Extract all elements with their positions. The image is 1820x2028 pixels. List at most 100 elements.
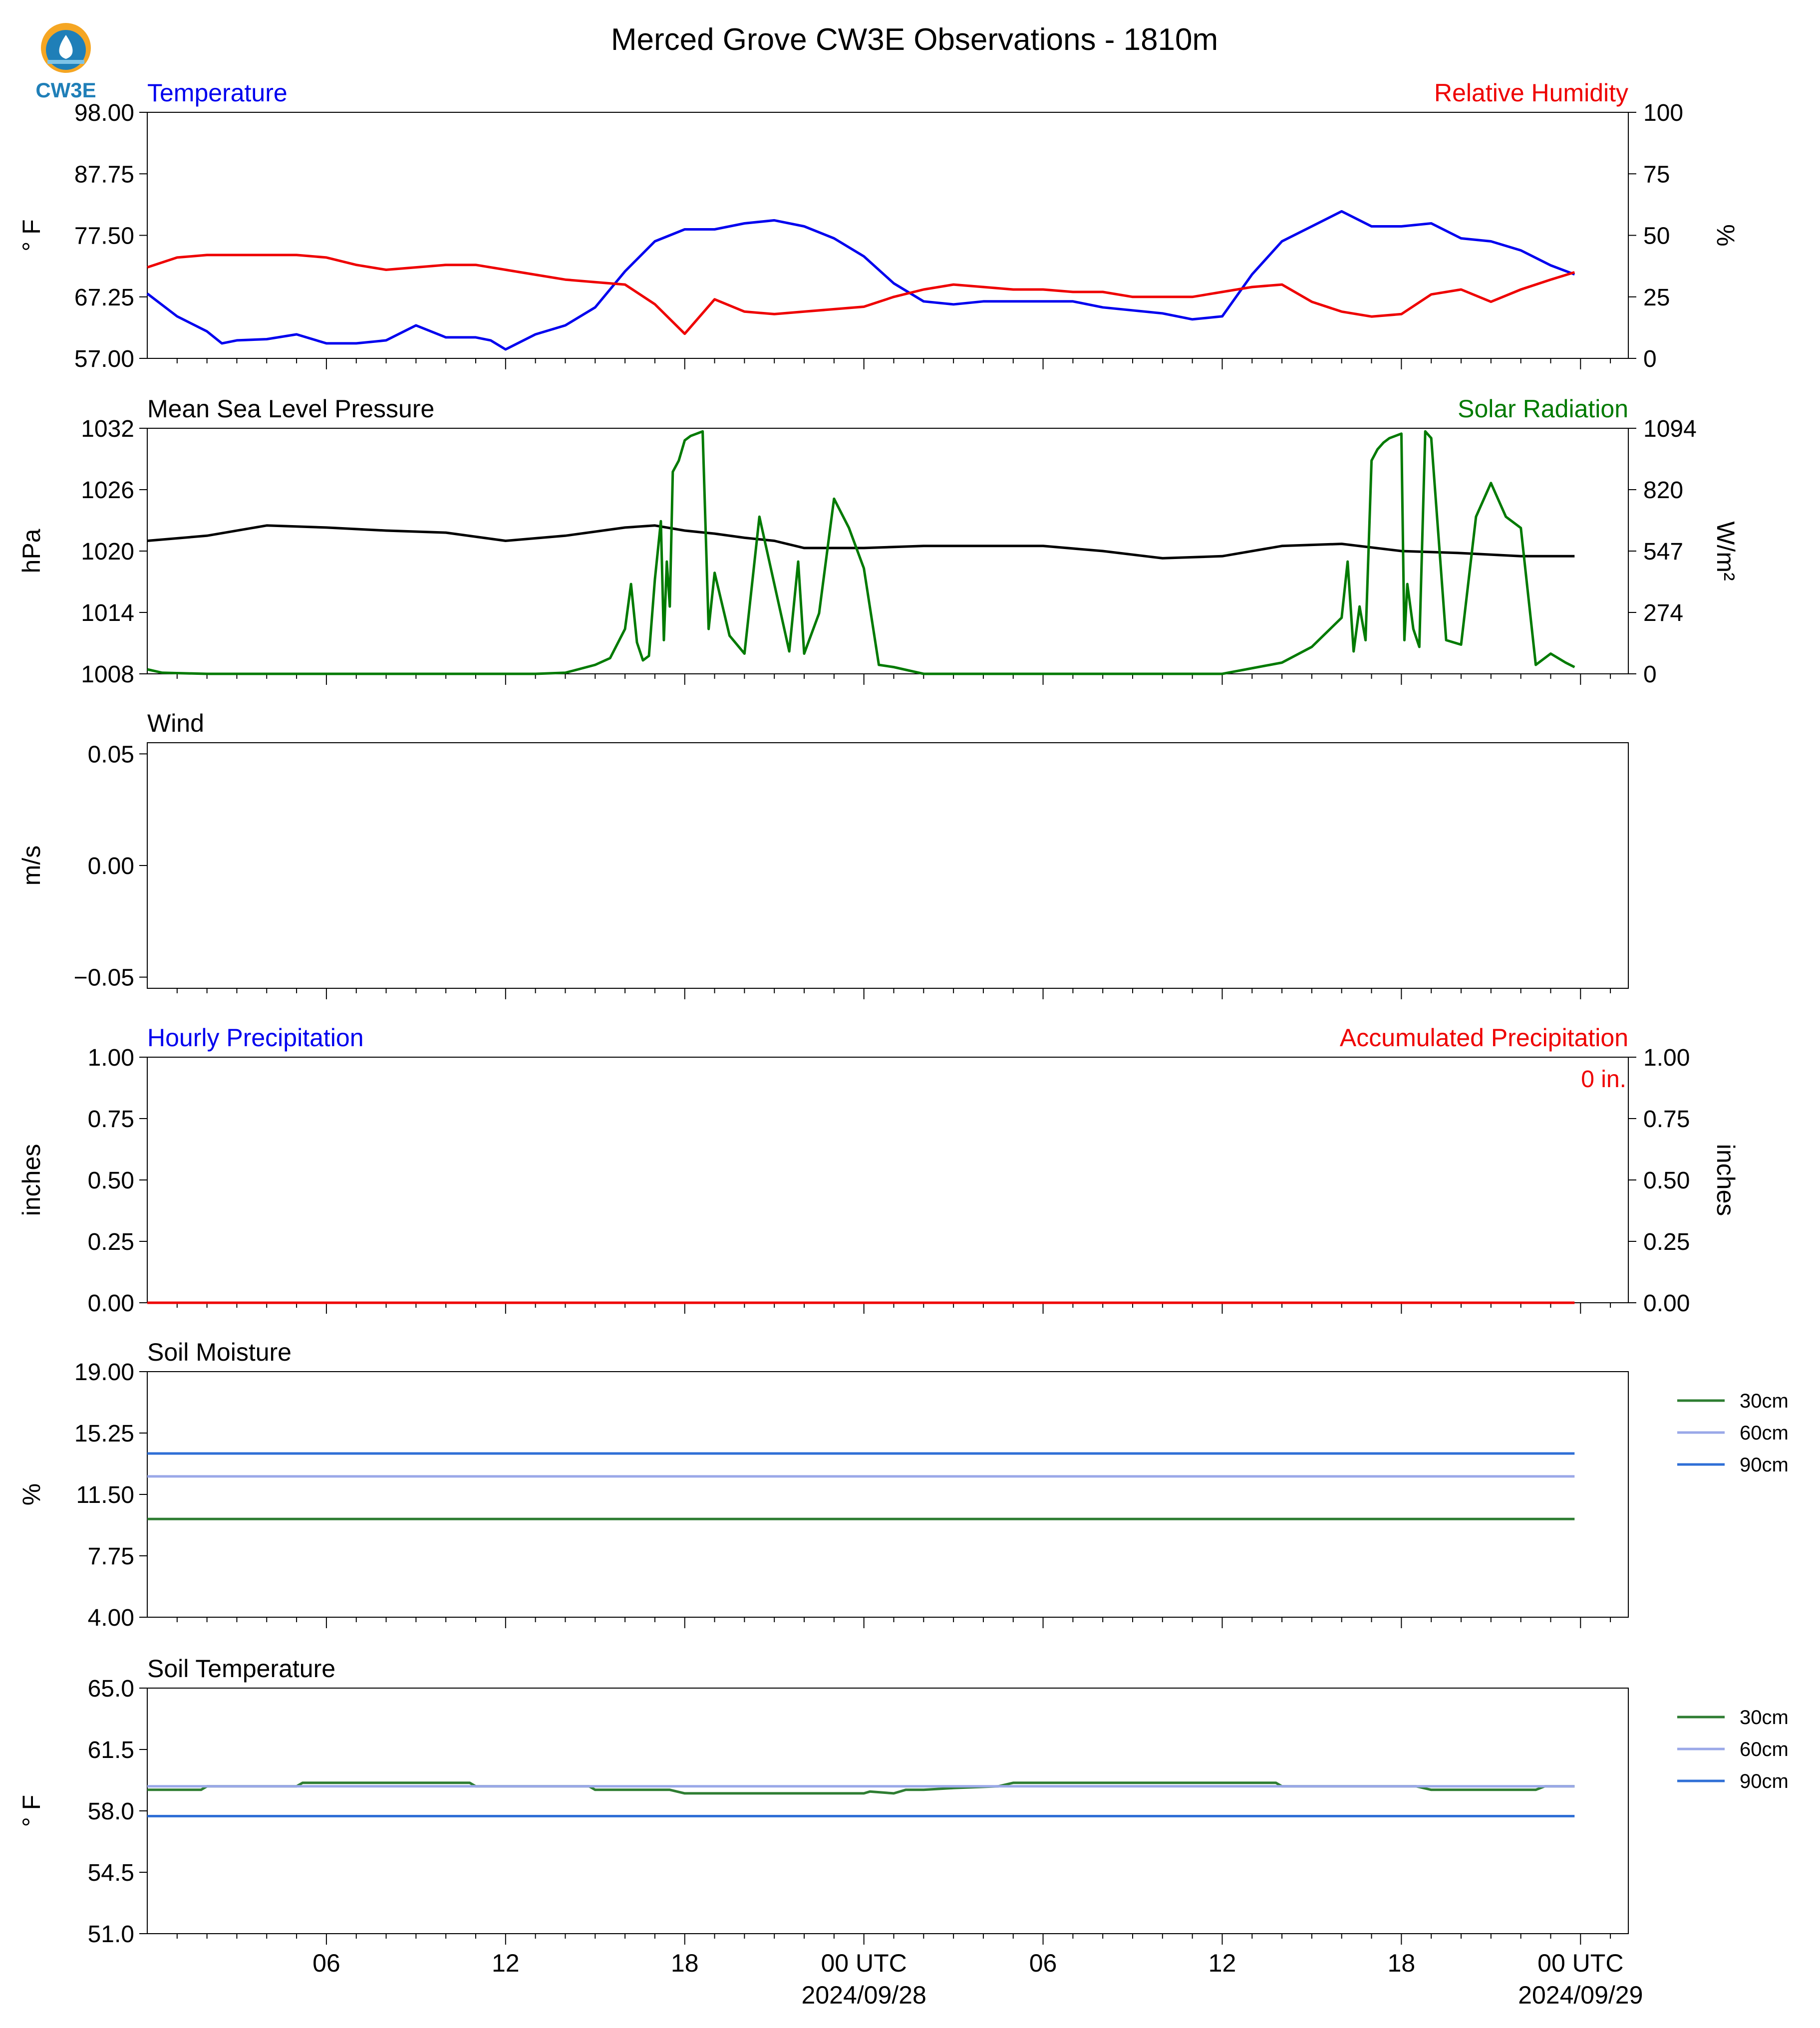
x-tick-label: 12: [492, 1949, 520, 1977]
legend-label: 90cm: [1740, 1454, 1789, 1476]
y-tick-label: 0.50: [88, 1167, 134, 1194]
y-axis-label: m/s: [17, 846, 45, 886]
chart-panels: 98.00 87.75 77.50 67.25 57.00 100 75 50 25 0 Tempe…: [17, 79, 1789, 2009]
y-tick-label: −0.05: [74, 965, 134, 991]
y-right-tick-label: 0: [1643, 346, 1657, 372]
panel-title-right: Accumulated Precipitation: [1340, 1024, 1628, 1052]
series-line-30cm: [147, 1781, 1575, 1795]
y-right-tick-label: 1.00: [1643, 1045, 1690, 1071]
y-right-tick-label: 100: [1643, 100, 1683, 126]
y-right-tick-label: 820: [1643, 477, 1683, 504]
y-tick-label: 1020: [81, 539, 134, 565]
y-right-tick-label: 0.75: [1643, 1106, 1690, 1133]
panel-title: Soil Temperature: [147, 1655, 335, 1683]
panel-title-right: Relative Humidity: [1434, 79, 1628, 107]
y-tick-label: 87.75: [74, 161, 134, 188]
x-tick-label: 00 UTC: [1537, 1949, 1623, 1977]
panel-title: Soil Moisture: [147, 1338, 292, 1366]
panel-soilt: 65.0 61.5 58.0 54.5 51.0 Soil Temperature ° F 3…: [17, 1655, 1789, 1948]
y-axis-label: ° F: [17, 1795, 45, 1827]
y-tick-label: 98.00: [74, 100, 134, 126]
y-axis-label-right: inches: [1712, 1144, 1740, 1216]
legend-label: 90cm: [1740, 1770, 1789, 1792]
panel-frame: [147, 1057, 1629, 1303]
y-tick-label: 54.5: [88, 1860, 134, 1886]
x-tick-label: 00 UTC: [821, 1949, 907, 1977]
y-tick-label: 19.00: [74, 1359, 134, 1386]
y-tick-label: 11.50: [76, 1482, 134, 1508]
y-tick-label: 67.25: [74, 285, 134, 311]
y-tick-label: 61.5: [88, 1737, 134, 1763]
y-tick-label: 4.00: [88, 1605, 134, 1631]
y-tick-label: 0.00: [88, 853, 134, 879]
y-right-tick-label: 0.50: [1643, 1167, 1690, 1194]
y-tick-label: 1.00: [88, 1045, 134, 1071]
x-tick-label: 18: [1388, 1949, 1416, 1977]
y-tick-label: 0.75: [88, 1106, 134, 1133]
y-right-tick-label: 50: [1643, 223, 1670, 250]
x-tick-label: 06: [1029, 1949, 1057, 1977]
series-line-0: [146, 210, 1575, 351]
panel-frame: [147, 112, 1629, 359]
y-tick-label: 58.0: [88, 1798, 134, 1825]
series-line-0: [147, 524, 1575, 560]
y-right-tick-label: 0.00: [1643, 1290, 1690, 1317]
x-date-label: 2024/09/29: [1518, 1981, 1643, 2009]
accumulated-total-label: 0 in.: [1581, 1066, 1626, 1093]
y-tick-label: 77.50: [74, 223, 134, 250]
y-tick-label: 0.00: [88, 1290, 134, 1317]
panel-title: Mean Sea Level Pressure: [147, 395, 434, 423]
y-axis-label-right: %: [1712, 224, 1740, 246]
y-axis-label: inches: [17, 1144, 45, 1216]
page-title: Merced Grove CW3E Observations - 1810m: [611, 22, 1218, 57]
cw3e-logo: CW3E: [35, 23, 96, 102]
panel-wind: 0.05 0.00 −0.05 Wind m/s: [17, 709, 1629, 999]
y-axis-label: ° F: [17, 219, 45, 251]
x-tick-label: 18: [671, 1949, 699, 1977]
panel-title: Wind: [147, 709, 204, 737]
panel-title: Temperature: [147, 79, 288, 107]
y-tick-label: 1032: [81, 416, 134, 442]
legend-label: 30cm: [1740, 1390, 1789, 1412]
panel-precip: 1.00 0.75 0.50 0.25 0.00 1.00 0.75 0.50 0.25 0.00…: [17, 1024, 1740, 1317]
legend-label: 60cm: [1740, 1422, 1789, 1444]
y-tick-label: 7.75: [88, 1543, 134, 1570]
panel-title: Hourly Precipitation: [147, 1024, 364, 1052]
x-tick-label: 06: [312, 1949, 340, 1977]
y-tick-label: 1026: [81, 477, 134, 504]
y-right-tick-label: 1094: [1643, 416, 1697, 442]
panel-frame: [147, 742, 1629, 989]
logo-wave-icon: [47, 60, 84, 64]
panel-soilm: 19.00 15.25 11.50 7.75 4.00 Soil Moisture% 30c…: [17, 1338, 1789, 1631]
panel-frame: [147, 1688, 1629, 1934]
y-right-tick-label: 25: [1643, 285, 1670, 311]
y-tick-label: 15.25: [74, 1421, 134, 1447]
legend-label: 30cm: [1740, 1707, 1789, 1729]
y-tick-label: 0.25: [88, 1229, 134, 1255]
y-axis-label-right: W/m²: [1712, 521, 1740, 580]
y-tick-label: 65.0: [88, 1676, 134, 1702]
logo-drop-icon: [59, 35, 73, 59]
y-right-tick-label: 274: [1643, 600, 1683, 626]
y-tick-label: 1014: [81, 600, 134, 626]
series-line-1: [147, 254, 1575, 335]
panel-pressure: 1032 1026 1020 1014 1008 1094 820 547 274 0 Mean S…: [17, 395, 1740, 688]
panel-title-right: Solar Radiation: [1458, 395, 1628, 423]
panel-frame: [147, 1371, 1629, 1618]
logo-text: CW3E: [35, 78, 96, 102]
y-right-tick-label: 0: [1643, 661, 1657, 688]
y-tick-label: 57.00: [74, 346, 134, 372]
x-date-label: 2024/09/28: [802, 1981, 926, 2009]
y-right-tick-label: 0.25: [1643, 1229, 1690, 1255]
y-right-tick-label: 547: [1643, 539, 1683, 565]
y-tick-label: 1008: [81, 661, 134, 688]
y-tick-label: 0.05: [88, 741, 134, 768]
legend-label: 60cm: [1740, 1738, 1789, 1760]
panel-temp: 98.00 87.75 77.50 67.25 57.00 100 75 50 25 0 Tempe…: [17, 79, 1740, 372]
y-axis-label: hPa: [17, 529, 45, 573]
y-right-tick-label: 75: [1643, 161, 1670, 188]
series-line-1: [147, 430, 1575, 675]
x-tick-label: 12: [1209, 1949, 1236, 1977]
y-tick-label: 51.0: [88, 1921, 134, 1948]
